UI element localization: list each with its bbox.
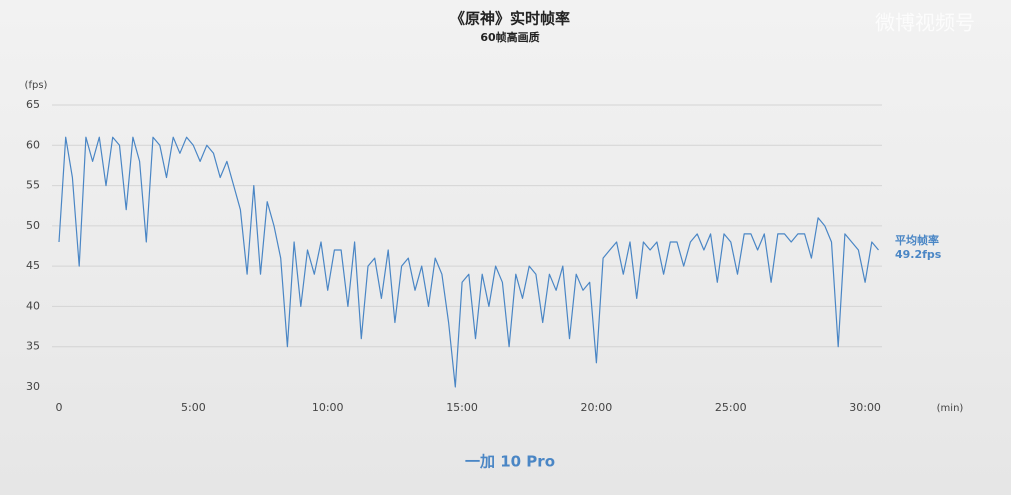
y-tick-label: 30 [26, 380, 40, 393]
y-tick-label: 60 [26, 138, 40, 151]
x-tick-label: 25:00 [715, 401, 747, 414]
x-tick-label: 30:00 [849, 401, 881, 414]
y-tick-label: 35 [26, 340, 40, 353]
fps-line [58, 136, 879, 388]
annotation: 49.2fps [895, 248, 942, 261]
y-tick-label: 65 [26, 98, 40, 111]
y-tick-label: 55 [26, 179, 40, 192]
chart-subtitle: 60帧高画质 [480, 30, 539, 44]
y-unit: (fps) [25, 80, 48, 91]
x-unit: (min) [937, 403, 964, 414]
x-tick-label: 15:00 [446, 401, 478, 414]
y-tick-label: 50 [26, 219, 40, 232]
y-tick-label: 45 [26, 259, 40, 272]
x-tick-label: 0 [56, 401, 63, 414]
device-label: 一加 10 Pro [465, 453, 555, 471]
y-tick-label: 40 [26, 299, 40, 312]
x-tick-label: 5:00 [181, 401, 206, 414]
chart-title: 《原神》实时帧率 [450, 10, 570, 28]
watermark: 微博视频号 [875, 11, 975, 35]
x-tick-label: 20:00 [581, 401, 613, 414]
x-tick-label: 10:00 [312, 401, 344, 414]
annotation: 平均帧率 [895, 233, 939, 247]
